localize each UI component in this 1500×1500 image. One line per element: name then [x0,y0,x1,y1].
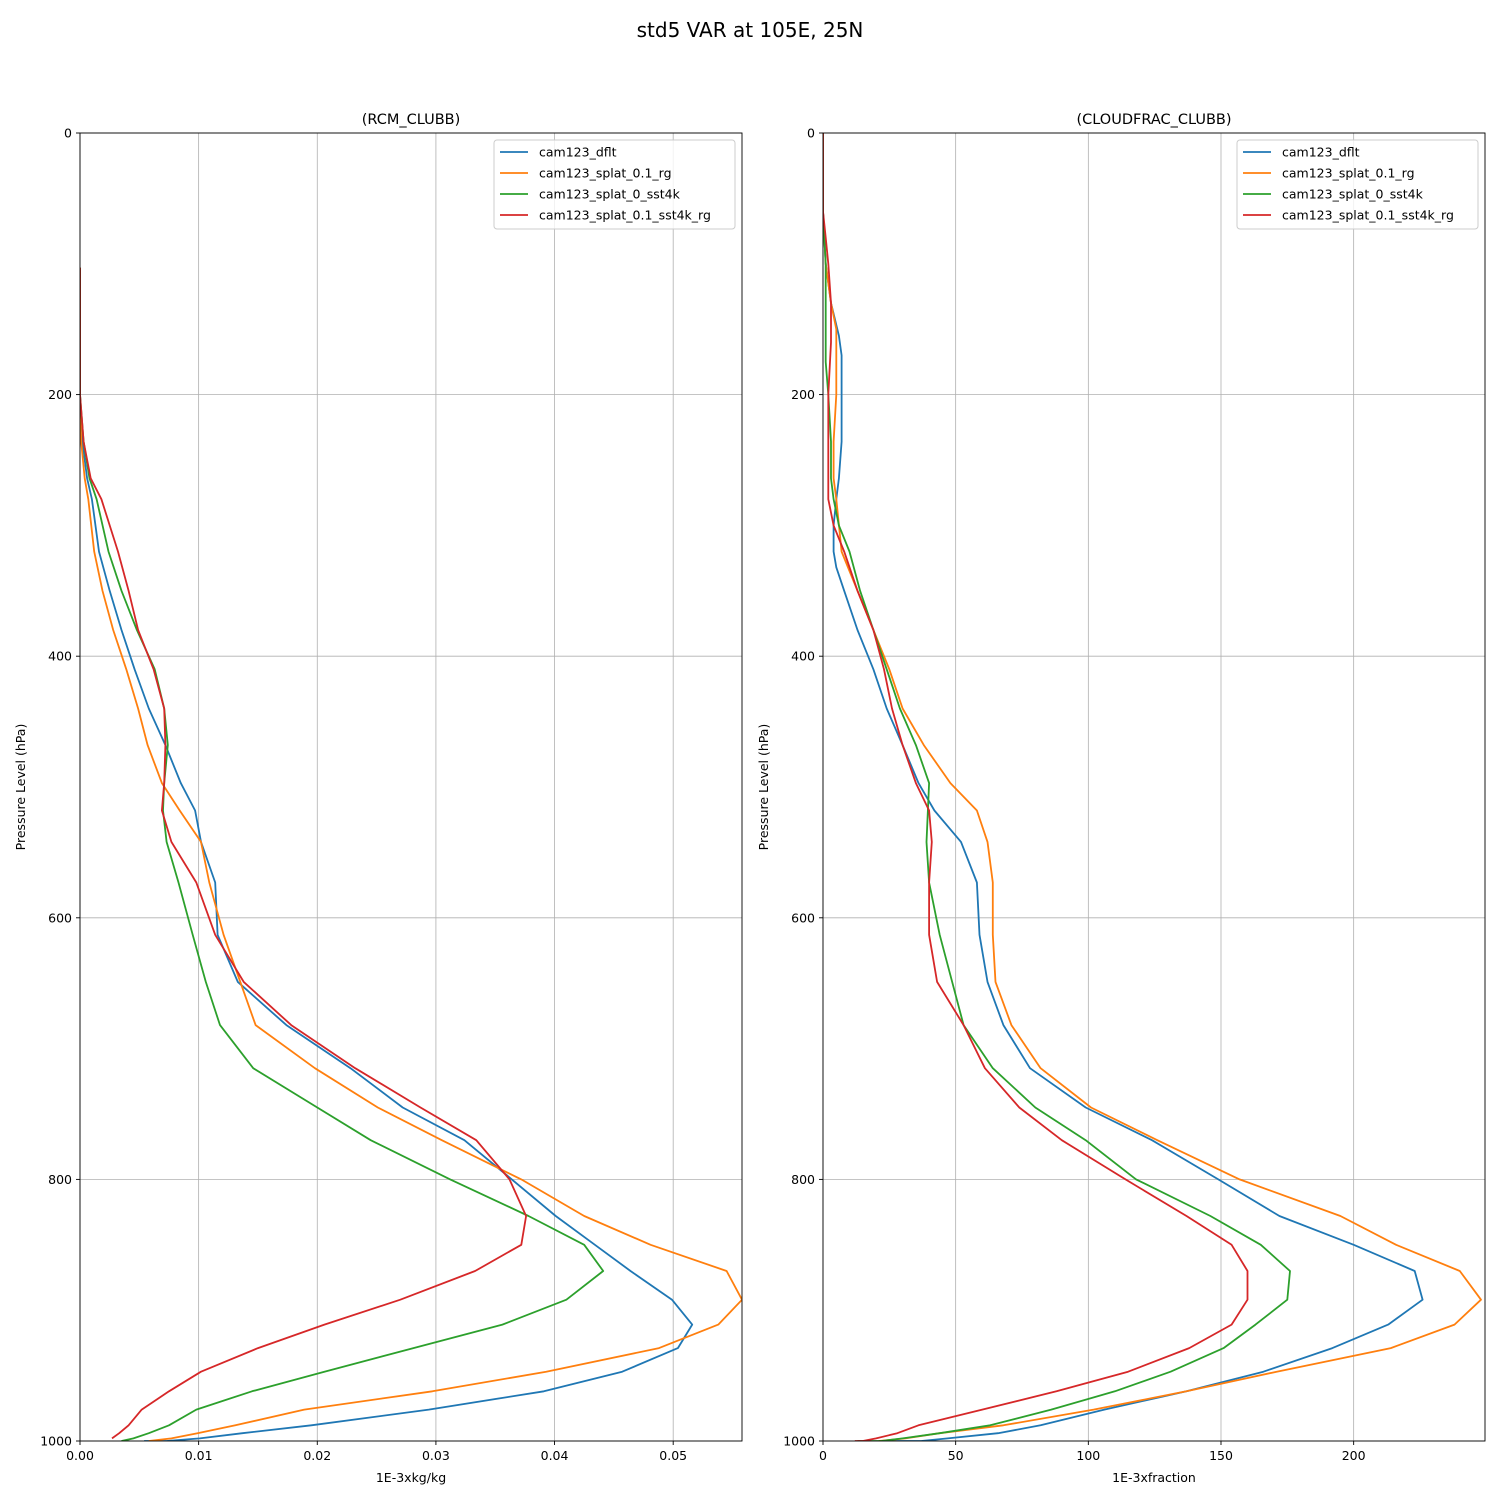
y-tick-label: 600 [791,910,815,925]
y-tick-label: 400 [791,649,815,664]
legend-entry-label: cam123_splat_0_sst4k [539,187,681,202]
series-line-cam123_dflt [80,267,694,1441]
y-tick-label: 1000 [40,1434,72,1449]
x-tick-label: 0.03 [422,1448,450,1463]
legend: cam123_dflt cam123_splat_0.1_rg cam123_spl… [1236,139,1479,230]
series-line-cam123_splat_0_sst4k [823,133,1291,1441]
legend-entry-label: cam123_dflt [539,145,617,160]
legend-entry-label: cam123_dflt [1282,145,1360,160]
legend-box [1236,139,1479,230]
y-tick-label: 400 [48,649,72,664]
panel-title: (CLOUDFRAC_CLUBB) [1076,112,1231,128]
series-line-cam123_splat_0.1_sst4k_rg [823,133,1249,1441]
figure-title: std5 VAR at 105E, 25N [637,18,864,42]
legend-box [493,139,736,230]
y-tick-label: 200 [791,387,815,402]
x-tick-label: 0.04 [541,1448,569,1463]
y-tick-label: 600 [48,910,72,925]
x-axis-label: 1E-3xkg/kg [376,1470,446,1485]
legend-entry-label: cam123_splat_0.1_rg [539,166,672,181]
plot-frame [822,132,1486,1442]
x-tick-label: 200 [1342,1448,1366,1463]
series-line-cam123_splat_0_sst4k [80,267,605,1441]
series-line-cam123_splat_0.1_sst4k_rg [80,267,527,1440]
x-axis-label: 1E-3xfraction [1112,1470,1196,1485]
y-tick-label: 1000 [783,1434,815,1449]
y-axis-label: Pressure Level (hPa) [13,724,28,851]
x-tick-label: 0.02 [303,1448,331,1463]
x-tick-label: 0.00 [66,1448,94,1463]
y-axis-label: Pressure Level (hPa) [756,724,771,851]
series-line-cam123_splat_0.1_rg [823,133,1482,1441]
y-tick-label: 200 [48,387,72,402]
legend: cam123_dflt cam123_splat_0.1_rg cam123_spl… [493,139,736,230]
legend-entry-label: cam123_splat_0.1_sst4k_rg [1282,208,1454,223]
legend-entry-label: cam123_splat_0.1_sst4k_rg [539,208,711,223]
x-tick-label: 150 [1209,1448,1233,1463]
x-tick-label: 0.05 [659,1448,687,1463]
series-line-cam123_splat_0.1_rg [80,267,742,1441]
legend-entry-label: cam123_splat_0.1_rg [1282,166,1415,181]
chart-panel-2: 0 50 100 150 200 0 200 400 600 800 1000 (CLOUDFRAC_… [756,112,1486,1485]
x-tick-label: 0 [819,1448,827,1463]
panel-title: (RCM_CLUBB) [362,112,461,128]
x-tick-label: 50 [948,1448,964,1463]
y-tick-label: 800 [48,1172,72,1187]
y-tick-label: 800 [791,1172,815,1187]
series-line-cam123_dflt [823,133,1424,1441]
x-tick-label: 100 [1076,1448,1100,1463]
legend-entry-label: cam123_splat_0_sst4k [1282,187,1424,202]
x-tick-label: 0.01 [185,1448,213,1463]
y-tick-label: 0 [64,126,72,141]
chart-panel-1: 0.00 0.01 0.02 0.03 0.04 0.05 0 200 400 600 800 100… [13,112,743,1485]
y-tick-label: 0 [807,126,815,141]
plot-frame [79,132,743,1442]
